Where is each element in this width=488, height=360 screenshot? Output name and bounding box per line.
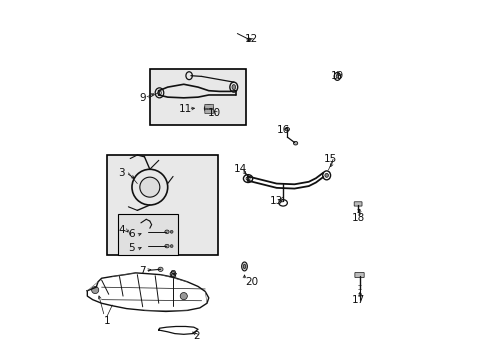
Text: 1: 1 bbox=[103, 316, 110, 326]
Ellipse shape bbox=[324, 174, 328, 177]
Text: 20: 20 bbox=[244, 277, 258, 287]
Ellipse shape bbox=[158, 267, 163, 271]
Ellipse shape bbox=[241, 262, 247, 271]
Text: 7: 7 bbox=[139, 266, 146, 276]
FancyBboxPatch shape bbox=[204, 109, 213, 113]
Ellipse shape bbox=[231, 85, 235, 90]
Text: 2: 2 bbox=[193, 332, 199, 342]
Text: 19: 19 bbox=[330, 71, 343, 81]
Circle shape bbox=[140, 177, 160, 197]
Text: 15: 15 bbox=[323, 154, 336, 163]
Ellipse shape bbox=[170, 245, 173, 248]
Text: 12: 12 bbox=[244, 34, 258, 44]
FancyBboxPatch shape bbox=[354, 273, 364, 278]
Text: 16: 16 bbox=[277, 125, 290, 135]
FancyBboxPatch shape bbox=[353, 202, 361, 206]
Ellipse shape bbox=[293, 141, 297, 145]
Ellipse shape bbox=[170, 230, 173, 233]
Circle shape bbox=[180, 293, 187, 300]
FancyBboxPatch shape bbox=[118, 214, 178, 255]
Text: 9: 9 bbox=[139, 93, 146, 103]
Circle shape bbox=[91, 287, 99, 294]
Ellipse shape bbox=[285, 127, 289, 131]
Text: 6: 6 bbox=[128, 229, 135, 239]
Ellipse shape bbox=[243, 264, 245, 269]
Text: 17: 17 bbox=[351, 295, 365, 305]
Text: 18: 18 bbox=[351, 212, 365, 222]
Ellipse shape bbox=[164, 230, 169, 234]
Text: 14: 14 bbox=[234, 164, 247, 174]
Text: 10: 10 bbox=[207, 108, 220, 118]
Text: 11: 11 bbox=[179, 104, 192, 113]
FancyBboxPatch shape bbox=[107, 155, 217, 255]
Text: 5: 5 bbox=[128, 243, 135, 253]
Text: 13: 13 bbox=[269, 197, 283, 206]
Text: 4: 4 bbox=[118, 225, 124, 235]
Ellipse shape bbox=[164, 244, 169, 248]
Text: 3: 3 bbox=[118, 168, 124, 178]
FancyBboxPatch shape bbox=[149, 69, 246, 125]
Ellipse shape bbox=[246, 38, 250, 41]
Ellipse shape bbox=[335, 75, 338, 78]
Text: 8: 8 bbox=[169, 270, 176, 280]
FancyBboxPatch shape bbox=[204, 104, 213, 109]
